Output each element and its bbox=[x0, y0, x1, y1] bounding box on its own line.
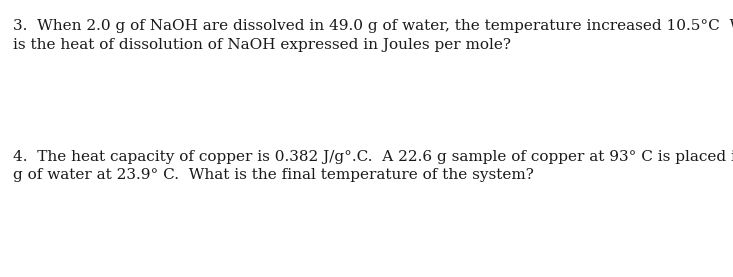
Text: 4.  The heat capacity of copper is 0.382 J/g°.C.  A 22.6 g sample of copper at 9: 4. The heat capacity of copper is 0.382 … bbox=[13, 150, 733, 182]
Text: 3.  When 2.0 g of NaOH are dissolved in 49.0 g of water, the temperature increas: 3. When 2.0 g of NaOH are dissolved in 4… bbox=[13, 19, 733, 52]
